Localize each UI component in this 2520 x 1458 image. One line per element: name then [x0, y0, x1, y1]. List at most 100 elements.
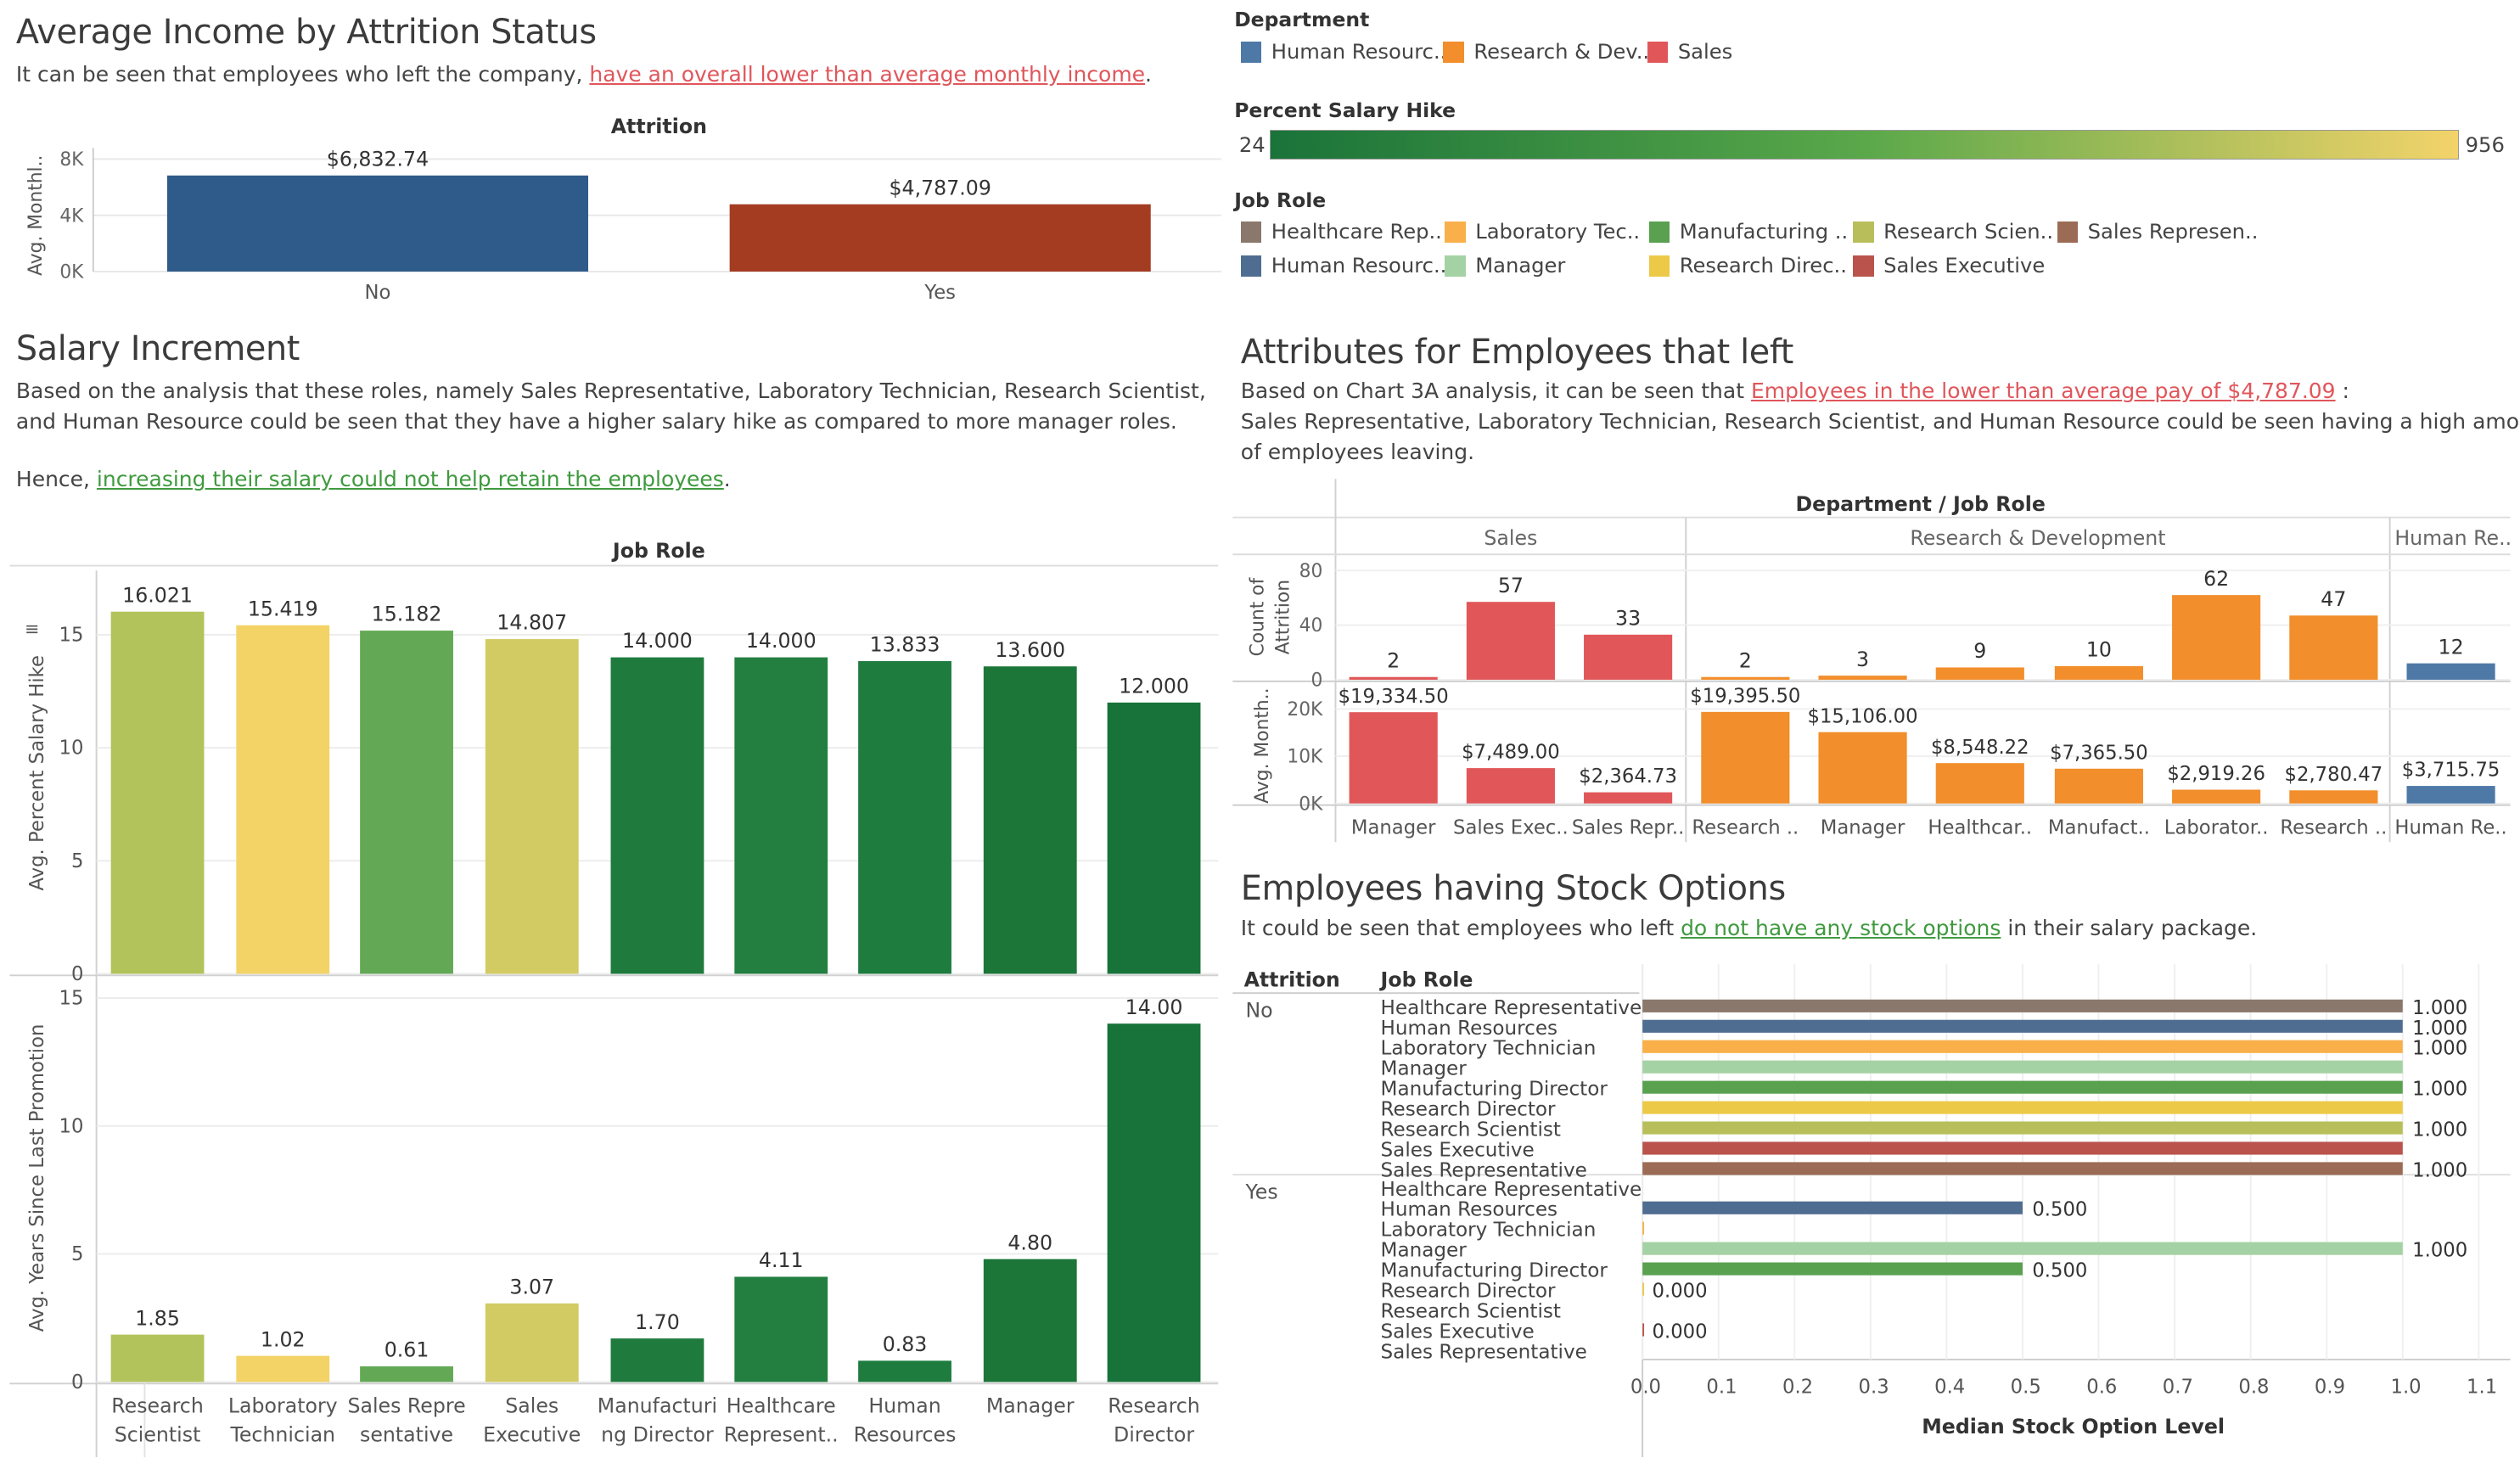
attrition-count-label-2: 33 [1615, 606, 1641, 630]
stock-group-yes: Yes [1244, 1180, 1277, 1204]
stock-xtick-4: 0.4 [1934, 1377, 1965, 1399]
income-category-1: Yes [923, 282, 956, 304]
hike-ylabel: Avg. Percent Salary Hike [26, 655, 48, 891]
job-role-legend-item-1-label: Laboratory Tec.. [1475, 220, 1641, 244]
income-bar-label-1: $4,787.09 [889, 176, 991, 199]
attrition-income-ylabel: Avg. Month.. [1252, 687, 1273, 803]
promotion-category-6-1: Resources [854, 1422, 957, 1446]
promotion-bar-label-0: 1.85 [135, 1306, 180, 1330]
hike-bar-4 [610, 657, 704, 974]
stock-xtick-10: 1.0 [2390, 1377, 2421, 1399]
attrition-income-label-3: $19,395.50 [1690, 685, 1800, 707]
salary-hike-gradient [1269, 130, 2460, 160]
stock-bar-0-8 [1642, 1162, 2403, 1175]
stock-bar-1-3 [1642, 1242, 2403, 1255]
stock-role-label-0-4: Manufacturing Director [1381, 1079, 1608, 1101]
attrition-income-bar-3 [1701, 711, 1790, 804]
stock-bar-1-7 [1642, 1323, 1645, 1337]
attributes-title: Attributes for Employees that left [1240, 332, 1794, 372]
income-bar-no [166, 175, 589, 272]
attributes-desc-line2: Sales Representative, Laboratory Technic… [1240, 409, 2520, 435]
stock-bar-0-7 [1642, 1141, 2403, 1155]
promotion-ytick-3: 15 [59, 988, 84, 1010]
stock-bar-label-0-6: 1.000 [2412, 1119, 2467, 1141]
income-title: Average Income by Attrition Status [15, 13, 597, 53]
stock-xtick-7: 0.7 [2163, 1377, 2193, 1399]
promotion-ytick-1: 5 [71, 1243, 83, 1265]
hike-bar-label-3: 14.807 [497, 611, 567, 635]
job-role-legend-item-6-swatch [1445, 255, 1466, 277]
stock-xtick-8: 0.8 [2238, 1377, 2269, 1399]
hike-bar-label-4: 14.000 [622, 629, 693, 653]
promotion-bar-2 [360, 1366, 453, 1382]
attrition-income-label-6: $7,365.50 [2050, 742, 2148, 764]
salary-chart-header: Job Role [611, 539, 705, 563]
department-legend-item-2-label: Sales [1677, 40, 1733, 64]
stock-col-attrition: Attrition [1244, 968, 1340, 992]
promotion-category-2-0: Sales Repre [347, 1394, 465, 1417]
promotion-category-1-1: Technician [229, 1422, 335, 1446]
promotion-bar-8 [1107, 1023, 1201, 1382]
stock-role-label-0-5: Research Director [1381, 1099, 1557, 1121]
stock-xtick-0: 0.0 [1630, 1377, 1661, 1399]
promotion-bar-label-3: 3.07 [509, 1275, 554, 1298]
attrition-count-ytick-1: 40 [1299, 615, 1323, 636]
department-legend-item-0-label: Human Resourc.. [1271, 40, 1447, 64]
salary-desc-link[interactable]: increasing their salary could not help r… [96, 467, 724, 492]
salary-hike-min-label: 24 [1238, 133, 1266, 158]
promotion-bar-5 [734, 1276, 828, 1382]
income-desc-link[interactable]: have an overall lower than average month… [589, 62, 1146, 87]
attrition-category-1: Sales Exec.. [1453, 817, 1569, 839]
attrition-dept-rd: Research & Development [1910, 526, 2165, 550]
income-chart-header: Attrition [611, 115, 707, 138]
hike-bar-1 [236, 625, 330, 974]
stock-xtick-11: 1.1 [2467, 1377, 2497, 1399]
attrition-income-label-0: $19,334.50 [1339, 686, 1449, 708]
stock-bar-0-3 [1642, 1060, 2403, 1074]
promotion-bar-4 [610, 1338, 704, 1382]
stock-bar-0-6 [1642, 1121, 2403, 1135]
promotion-category-3-0: Sales [505, 1394, 558, 1417]
stock-bar-label-0-0: 1.000 [2412, 997, 2467, 1019]
stock-role-label-0-0: Healthcare Representative [1381, 997, 1642, 1019]
stock-bar-label-1-3: 1.000 [2412, 1240, 2467, 1262]
attrition-income-bar-1 [1466, 768, 1555, 804]
salary-desc-suffix: . [723, 467, 731, 492]
hike-ytick-2: 10 [59, 737, 84, 760]
income-desc-prefix: It can be seen that employees who left t… [15, 62, 590, 87]
stock-role-label-0-3: Manager [1381, 1058, 1468, 1080]
attributes-desc-link[interactable]: Employees in the lower than average pay … [1750, 379, 2336, 404]
stock-bar-0-2 [1642, 1040, 2403, 1053]
promotion-category-5-1: Represent.. [724, 1422, 839, 1446]
hike-bar-2 [360, 631, 453, 974]
promotion-category-7-0: Manager [986, 1394, 1075, 1417]
attrition-income-label-8: $2,780.47 [2285, 764, 2383, 786]
job-role-legend-item-4-label: Sales Represen.. [2087, 220, 2259, 244]
salary-desc-line3: Hence, increasing their salary could not… [16, 464, 731, 496]
promotion-bar-label-1: 1.02 [261, 1327, 306, 1351]
attrition-count-bar-4 [1818, 676, 1907, 680]
promotion-bar-label-2: 0.61 [384, 1338, 429, 1362]
salary-title: Salary Increment [15, 329, 300, 369]
job-role-legend-item-5-label: Human Resourc.. [1271, 254, 1447, 278]
job-role-legend-item-4-swatch [2057, 222, 2079, 243]
attrition-count-bar-8 [2289, 615, 2378, 680]
income-ylabel: Avg. Monthl.. [25, 155, 47, 276]
hike-bar-label-0: 16.021 [122, 583, 193, 607]
promotion-category-8-0: Research [1108, 1394, 1200, 1417]
promotion-bar-label-6: 0.83 [883, 1332, 928, 1356]
stock-desc-link[interactable]: do not have any stock options [1681, 915, 2001, 940]
attrition-count-ylabel-1: Count of [1247, 577, 1268, 657]
salary-desc-prefix: Hence, [15, 467, 97, 492]
attributes-desc-line3: of employees leaving. [1240, 440, 1475, 465]
stock-desc-suffix: in their salary package. [2001, 915, 2258, 940]
attrition-income-ytick-1: 10K [1287, 747, 1323, 768]
stock-xtick-2: 0.2 [1782, 1377, 1813, 1399]
attrition-count-label-6: 10 [2086, 637, 2112, 661]
attrition-income-label-5: $8,548.22 [1931, 737, 2029, 759]
attrition-category-3: Research .. [1692, 817, 1799, 839]
salary-desc-line1: Based on the analysis that these roles, … [15, 379, 1206, 404]
promotion-bar-label-8: 14.00 [1125, 995, 1183, 1019]
department-legend-item-1-label: Research & Dev.. [1473, 40, 1650, 64]
job-role-legend-item-2-swatch [1648, 222, 1670, 243]
